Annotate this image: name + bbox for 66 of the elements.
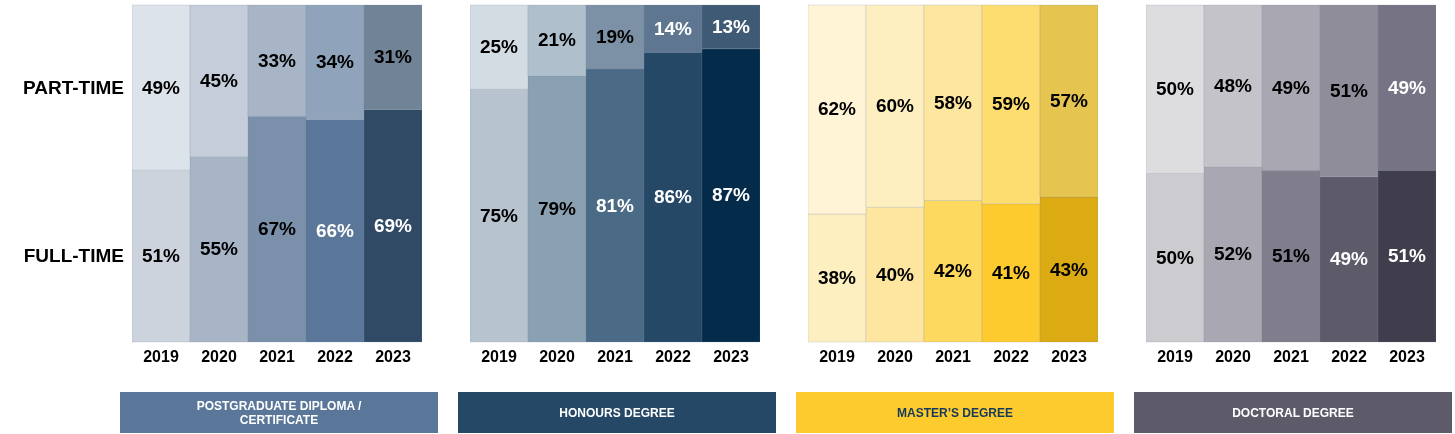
x-tick-label: 2023 [1051,347,1087,365]
data-label: 67% [257,218,297,240]
data-label: 48% [1213,74,1253,96]
data-label: 40% [875,263,915,285]
data-label: 25% [479,36,519,58]
data-label: 49% [1329,248,1369,270]
x-tick-label: 2019 [1157,347,1193,365]
data-label: 31% [373,46,413,68]
x-tick-label: 2019 [143,347,179,365]
data-label: 51% [1329,79,1369,101]
x-tick-label: 2021 [259,347,295,365]
data-label: 38% [817,266,857,288]
text: HONOURS DEGREE [559,405,675,420]
x-tick-label: 2020 [201,347,237,365]
data-label: 86% [653,186,693,208]
x-tick-label: 2023 [713,347,749,365]
x-tick-label: 2022 [993,347,1029,365]
data-label: 51% [1387,245,1427,267]
data-label: 42% [933,260,973,282]
data-label: 49% [1271,76,1311,98]
x-tick-label: 2019 [819,347,855,365]
series-label: FULL-TIME [22,245,124,268]
data-label: 79% [537,197,577,219]
x-tick-label: 2023 [375,347,411,365]
x-tick-label: 2023 [1389,347,1425,365]
data-label: 13% [711,15,751,37]
data-label: 52% [1213,243,1253,265]
data-label: 55% [199,238,239,260]
data-label: 21% [537,29,577,51]
text: POSTGRADUATE DIPLOMA / CERTIFICATE [195,398,363,427]
data-label: 51% [1271,245,1311,267]
data-label: 51% [141,245,181,267]
x-tick-label: 2022 [1331,347,1367,365]
data-label: 41% [991,261,1031,283]
x-tick-label: 2019 [481,347,517,365]
x-tick-label: 2021 [597,347,633,365]
data-label: 58% [933,91,973,113]
data-label: 45% [199,69,239,91]
x-tick-label: 2020 [877,347,913,365]
data-label: 66% [315,219,355,241]
data-label: 49% [1387,76,1427,98]
data-label: 69% [373,214,413,236]
data-label: 57% [1049,90,1089,112]
data-label: 62% [817,98,857,120]
text: MASTER’S DEGREE [896,405,1013,420]
data-label: 33% [257,49,297,71]
data-label: 81% [595,194,635,216]
data-label: 50% [1155,78,1195,100]
data-label: 49% [141,76,181,98]
data-label: 14% [653,17,693,39]
x-tick-label: 2020 [1215,347,1251,365]
data-label: 34% [315,51,355,73]
x-tick-label: 2022 [655,347,691,365]
x-tick-label: 2020 [539,347,575,365]
data-label: 43% [1049,258,1089,280]
x-tick-label: 2022 [317,347,353,365]
series-label: PART-TIME [22,76,124,99]
x-tick-label: 2021 [1273,347,1309,365]
x-tick-label: 2021 [935,347,971,365]
data-label: 59% [991,93,1031,115]
data-label: 75% [479,204,519,226]
data-label: 60% [875,95,915,117]
data-label: 50% [1155,246,1195,268]
text: DOCTORAL DEGREE [1232,405,1354,420]
data-label: 19% [595,26,635,48]
data-label: 87% [711,184,751,206]
